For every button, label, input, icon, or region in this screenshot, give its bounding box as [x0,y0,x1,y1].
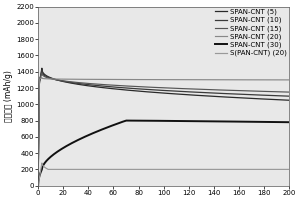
SPAN-CNT (20) [49,78,53,80]
SPAN-CNT (15) [234,89,238,92]
SPAN-CNT (15) [280,91,284,93]
Legend: SPAN-CNT (5), SPAN-CNT (10), SPAN-CNT (15), SPAN-CNT (20), SPAN-CNT (30), S(PAN-: SPAN-CNT (5), SPAN-CNT (10), SPAN-CNT (1… [214,8,288,57]
Line: SPAN-CNT (20): SPAN-CNT (20) [38,78,289,186]
S(PAN-CNT) (20) [234,168,238,171]
S(PAN-CNT) (20) [287,168,291,171]
Line: SPAN-CNT (30): SPAN-CNT (30) [38,121,289,186]
SPAN-CNT (30) [234,120,238,123]
SPAN-CNT (20) [36,184,40,187]
SPAN-CNT (30) [158,120,162,122]
SPAN-CNT (5) [49,77,53,79]
SPAN-CNT (10) [287,95,291,97]
SPAN-CNT (30) [287,121,291,123]
Line: SPAN-CNT (5): SPAN-CNT (5) [38,68,289,186]
SPAN-CNT (15) [280,91,284,93]
SPAN-CNT (10) [158,89,162,91]
Y-axis label: 放电容量 (mAh/g): 放电容量 (mAh/g) [4,70,13,122]
S(PAN-CNT) (20) [158,168,162,171]
SPAN-CNT (5) [40,67,44,69]
S(PAN-CNT) (20) [49,168,53,171]
SPAN-CNT (5) [280,99,284,101]
SPAN-CNT (20) [158,78,162,81]
SPAN-CNT (15) [158,86,162,89]
SPAN-CNT (15) [36,184,40,187]
SPAN-CNT (5) [234,96,238,99]
S(PAN-CNT) (20) [280,168,284,171]
SPAN-CNT (10) [280,95,284,97]
SPAN-CNT (15) [152,86,155,89]
Line: SPAN-CNT (15): SPAN-CNT (15) [38,73,289,186]
SPAN-CNT (30) [280,121,284,123]
SPAN-CNT (15) [49,78,53,80]
SPAN-CNT (5) [158,92,162,94]
S(PAN-CNT) (20) [40,162,44,164]
SPAN-CNT (15) [287,91,291,93]
SPAN-CNT (20) [280,79,284,81]
SPAN-CNT (30) [280,121,284,123]
Line: SPAN-CNT (10): SPAN-CNT (10) [38,71,289,186]
S(PAN-CNT) (20) [152,168,155,171]
SPAN-CNT (5) [36,184,40,187]
SPAN-CNT (30) [124,119,128,122]
Line: S(PAN-CNT) (20): S(PAN-CNT) (20) [38,163,289,186]
S(PAN-CNT) (20) [280,168,284,171]
SPAN-CNT (5) [287,99,291,101]
SPAN-CNT (10) [152,89,155,91]
SPAN-CNT (5) [152,91,155,94]
SPAN-CNT (30) [152,120,155,122]
SPAN-CNT (20) [280,79,284,81]
SPAN-CNT (10) [49,77,53,80]
SPAN-CNT (30) [49,155,53,158]
SPAN-CNT (10) [40,69,44,72]
SPAN-CNT (20) [287,79,291,81]
SPAN-CNT (10) [234,93,238,95]
SPAN-CNT (30) [36,184,40,187]
SPAN-CNT (20) [40,76,44,79]
SPAN-CNT (10) [280,95,284,97]
SPAN-CNT (20) [234,79,238,81]
SPAN-CNT (10) [36,184,40,187]
S(PAN-CNT) (20) [36,184,40,187]
SPAN-CNT (15) [40,72,44,74]
SPAN-CNT (20) [152,78,155,81]
SPAN-CNT (5) [280,99,284,101]
